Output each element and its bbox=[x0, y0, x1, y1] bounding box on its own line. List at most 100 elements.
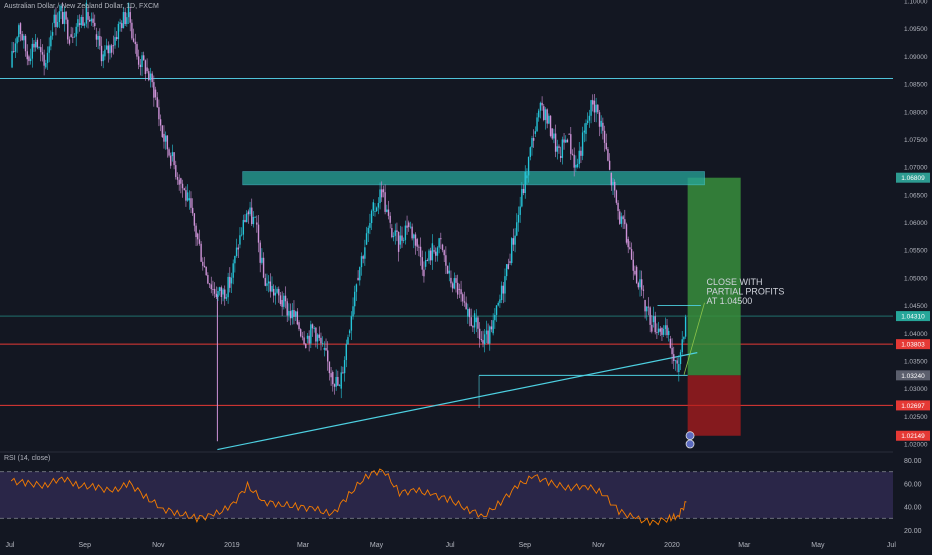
price-layer[interactable] bbox=[11, 0, 687, 399]
candle-body bbox=[482, 340, 484, 344]
y-tick-label: 1.07500 bbox=[904, 137, 928, 144]
candle-body bbox=[203, 265, 206, 268]
candle-body bbox=[566, 139, 569, 143]
candle-body bbox=[625, 224, 628, 243]
candle-body bbox=[298, 322, 300, 330]
candle-body bbox=[676, 360, 678, 364]
candle-body bbox=[99, 36, 101, 46]
candle-body bbox=[357, 277, 359, 281]
candle-body bbox=[13, 51, 15, 52]
candle-body bbox=[67, 19, 69, 40]
x-tick-label: Sep bbox=[79, 542, 92, 549]
candle-body bbox=[261, 257, 263, 263]
candle-body bbox=[374, 211, 376, 212]
rsi-pane[interactable] bbox=[0, 451, 893, 527]
candle-body bbox=[127, 2, 130, 18]
candle-body bbox=[156, 97, 158, 108]
x-tick-label: Mar bbox=[738, 542, 751, 549]
candle-body bbox=[60, 5, 62, 12]
candle-body bbox=[68, 39, 71, 44]
candle-body bbox=[129, 12, 131, 23]
candle-body bbox=[438, 238, 440, 248]
candle-body bbox=[522, 188, 525, 194]
candle-body bbox=[451, 283, 454, 289]
candle-body bbox=[651, 324, 653, 332]
candle-body bbox=[453, 278, 456, 289]
candle-body bbox=[48, 46, 50, 53]
candle-body bbox=[116, 37, 118, 40]
candle-body bbox=[28, 56, 30, 62]
x-tick-label: May bbox=[370, 542, 384, 549]
price-badge-label-current: 1.04310 bbox=[901, 314, 925, 321]
candle-body bbox=[345, 344, 347, 361]
candle-body bbox=[325, 348, 327, 351]
candle-body bbox=[249, 207, 251, 215]
candle-body bbox=[141, 55, 143, 68]
candle-body bbox=[126, 17, 128, 25]
candle-body bbox=[399, 235, 402, 245]
candle-body bbox=[318, 334, 320, 338]
candle-body bbox=[352, 306, 354, 317]
alert-icon bbox=[685, 439, 695, 449]
candle-body bbox=[473, 313, 476, 328]
candle-body bbox=[495, 305, 498, 315]
candle-body bbox=[21, 34, 23, 41]
candle-body bbox=[467, 308, 469, 317]
candle-body bbox=[340, 372, 342, 389]
candle-body bbox=[217, 291, 219, 297]
x-tick-label: 2020 bbox=[664, 542, 680, 549]
candle-body bbox=[56, 22, 59, 27]
candle-body bbox=[661, 327, 663, 335]
candle-body bbox=[164, 135, 167, 142]
candle-body bbox=[173, 152, 175, 166]
candle-body bbox=[38, 47, 40, 48]
price-badge-entry bbox=[896, 370, 930, 381]
candle-body bbox=[259, 242, 261, 263]
candle-body bbox=[612, 181, 614, 186]
x-tick-label: May bbox=[811, 542, 825, 549]
candle-body bbox=[659, 328, 661, 332]
candle-body bbox=[536, 117, 538, 132]
candle-body bbox=[472, 326, 474, 328]
candle-body bbox=[166, 135, 169, 150]
y-tick-label: 1.03500 bbox=[904, 358, 928, 365]
loss-zone bbox=[687, 375, 741, 436]
candle-body bbox=[332, 372, 334, 385]
candle-body bbox=[580, 150, 582, 156]
candle-body bbox=[36, 39, 39, 48]
candle-body bbox=[40, 47, 42, 53]
candle-body bbox=[458, 288, 461, 290]
candle-body bbox=[445, 255, 447, 266]
candle-body bbox=[489, 326, 491, 344]
candle-body bbox=[414, 234, 417, 246]
candle-body bbox=[65, 11, 67, 20]
symbol-title: Australian Dollar / New Zealand Dollar, … bbox=[4, 3, 159, 10]
candle-body bbox=[178, 179, 180, 185]
candle-body bbox=[568, 133, 570, 135]
candle-body bbox=[180, 178, 182, 184]
candle-body bbox=[494, 314, 496, 321]
candle-body bbox=[161, 125, 163, 138]
candle-body bbox=[354, 291, 356, 307]
candle-body bbox=[396, 230, 398, 232]
candle-body bbox=[355, 284, 358, 292]
candle-body bbox=[595, 104, 597, 113]
candle-body bbox=[450, 277, 452, 284]
candle-body bbox=[213, 288, 216, 294]
price-badge-red_lower bbox=[896, 400, 930, 411]
candle-body bbox=[375, 207, 378, 212]
candle-body bbox=[389, 215, 391, 223]
candle-body bbox=[18, 25, 20, 38]
candle-body bbox=[247, 211, 250, 215]
candle-body bbox=[301, 336, 304, 338]
candle-body bbox=[330, 373, 332, 378]
rsi-tick-label: 60.00 bbox=[904, 481, 922, 488]
candle-body bbox=[176, 176, 179, 180]
candle-body bbox=[551, 128, 553, 139]
trendline bbox=[217, 352, 698, 451]
rsi-label: RSI (14, close) bbox=[4, 455, 51, 462]
